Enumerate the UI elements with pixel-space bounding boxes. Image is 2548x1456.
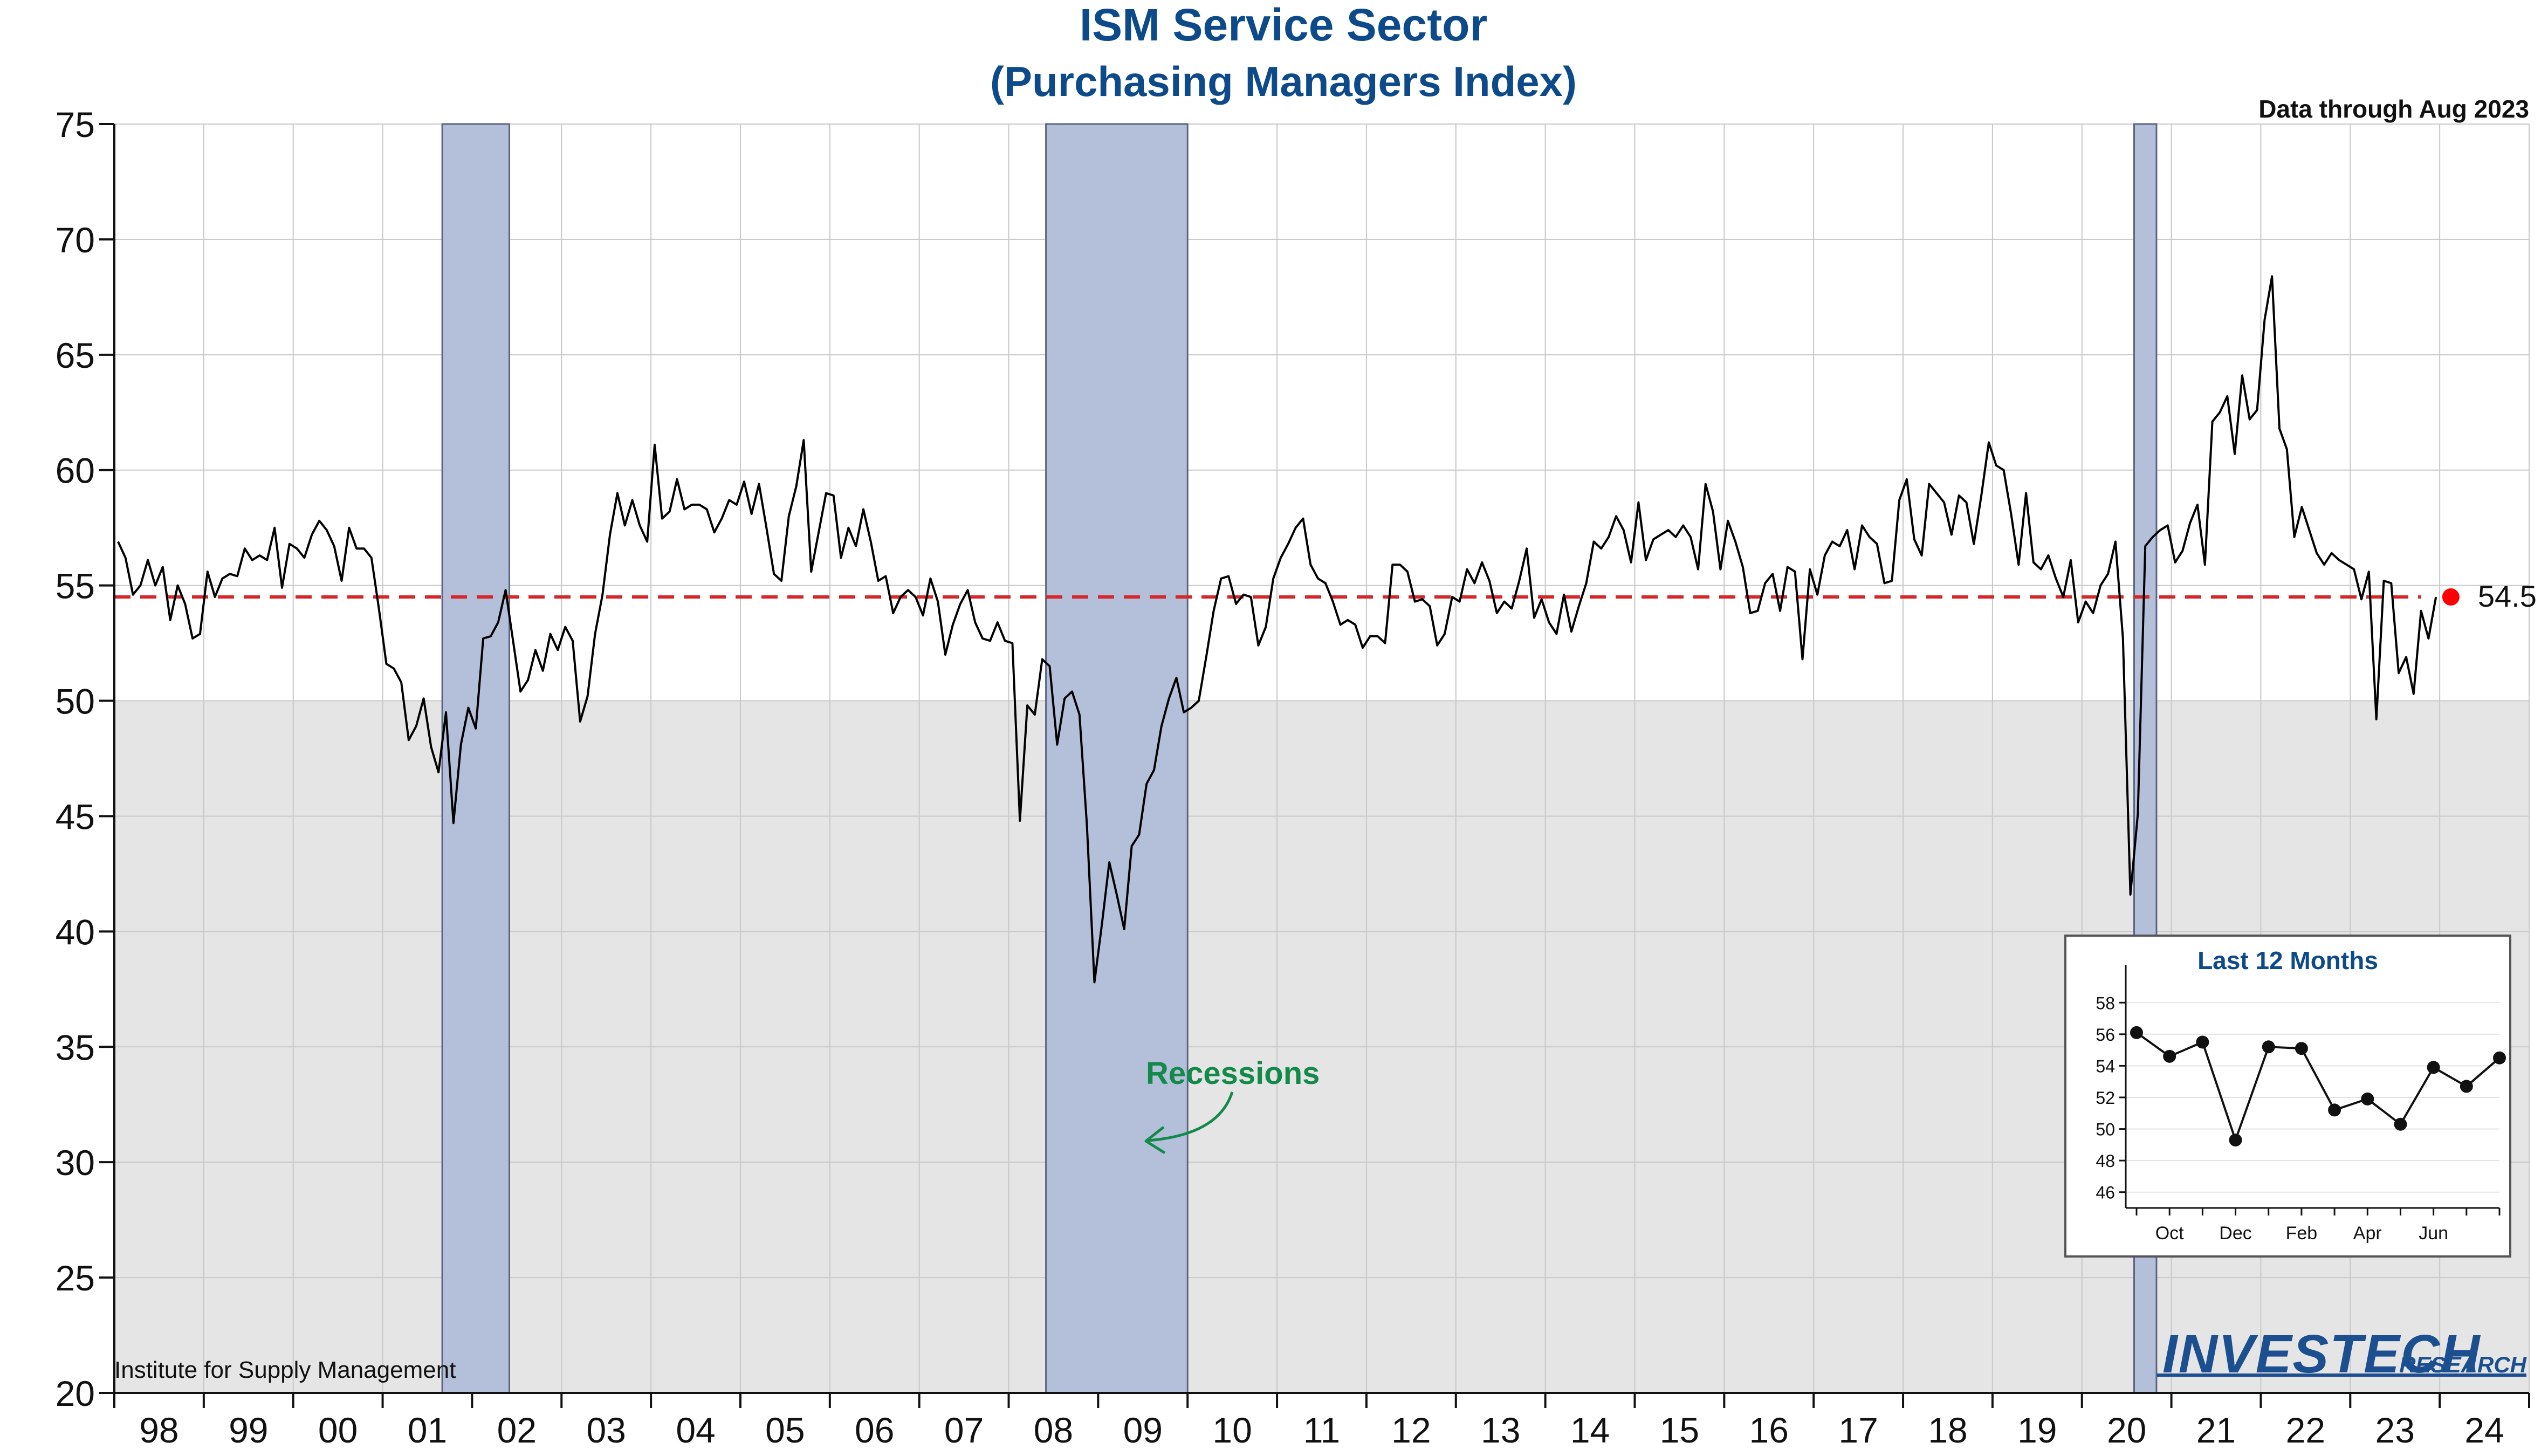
x-tick-label: 09 bbox=[1123, 1410, 1163, 1450]
last-point-marker bbox=[2442, 588, 2460, 606]
x-tick-label: 13 bbox=[1481, 1410, 1520, 1450]
inset-chart: Last 12 Months 46 48 50 52 54 56 58 Oct Dec Feb Apr… bbox=[2064, 935, 2511, 1258]
x-tick-label: 01 bbox=[408, 1410, 447, 1450]
data-through-note: Data through Aug 2023 bbox=[2258, 95, 2529, 123]
recession-band bbox=[1045, 123, 1189, 1394]
x-tick-label: 19 bbox=[2017, 1410, 2057, 1450]
x-tick-label: 00 bbox=[318, 1410, 358, 1450]
y-tick-label: 35 bbox=[56, 1027, 95, 1067]
inset-point bbox=[2493, 1051, 2506, 1064]
x-tick-label: 08 bbox=[1034, 1410, 1073, 1450]
inset-point bbox=[2163, 1049, 2176, 1063]
logo-subtext: RESEARCH bbox=[2399, 1352, 2527, 1377]
inset-point bbox=[2130, 1026, 2143, 1039]
inset-y-tick-label: 52 bbox=[2096, 1088, 2115, 1108]
x-tick-label: 15 bbox=[1660, 1410, 1699, 1450]
y-tick-label: 25 bbox=[56, 1258, 95, 1298]
inset-point bbox=[2361, 1092, 2374, 1105]
inset-y-tick-label: 48 bbox=[2096, 1151, 2115, 1171]
x-tick-label: 12 bbox=[1391, 1410, 1431, 1450]
x-tick-label: 07 bbox=[944, 1410, 984, 1450]
inset-y-tick-label: 56 bbox=[2096, 1025, 2115, 1045]
x-tick-label: 20 bbox=[2107, 1410, 2146, 1450]
y-tick-label: 60 bbox=[56, 451, 95, 491]
x-tick-label: 11 bbox=[1303, 1410, 1341, 1450]
inset-point bbox=[2460, 1080, 2473, 1093]
inset-point bbox=[2427, 1061, 2440, 1074]
x-tick-label: 02 bbox=[497, 1410, 537, 1450]
inset-point bbox=[2262, 1040, 2275, 1054]
x-tick-label: 14 bbox=[1570, 1410, 1610, 1450]
series-line-ism-services bbox=[117, 275, 2437, 984]
y-tick-label: 20 bbox=[56, 1373, 95, 1413]
y-tick-label: 70 bbox=[56, 220, 95, 260]
x-tick-label: 05 bbox=[765, 1410, 805, 1450]
x-tick-label: 04 bbox=[676, 1410, 715, 1450]
inset-point bbox=[2328, 1103, 2341, 1117]
y-tick-label: 45 bbox=[56, 796, 95, 836]
y-tick-label: 30 bbox=[56, 1143, 95, 1183]
x-tick-label: 17 bbox=[1838, 1410, 1878, 1450]
x-tick-label: 22 bbox=[2286, 1410, 2325, 1450]
x-tick-label: 24 bbox=[2464, 1410, 2504, 1450]
inset-title: Last 12 Months bbox=[2197, 946, 2378, 974]
x-tick-label: 98 bbox=[139, 1410, 178, 1450]
inset-point bbox=[2394, 1117, 2407, 1131]
recessions-annotation: Recessions bbox=[1146, 1056, 1320, 1091]
inset-y-tick-label: 46 bbox=[2096, 1183, 2115, 1203]
x-tick-label: 21 bbox=[2196, 1410, 2236, 1450]
recession-band bbox=[441, 123, 511, 1394]
x-tick-label: 16 bbox=[1749, 1410, 1789, 1450]
inset-x-tick-label: Feb bbox=[2286, 1223, 2318, 1244]
inset-y-tick-label: 58 bbox=[2096, 993, 2115, 1013]
x-tick-label: 10 bbox=[1212, 1410, 1252, 1450]
y-tick-label: 50 bbox=[56, 682, 95, 722]
y-tick-label: 65 bbox=[56, 335, 95, 375]
inset-y-tick-label: 50 bbox=[2096, 1120, 2115, 1139]
y-tick-label: 55 bbox=[56, 566, 95, 606]
axes-group: 20 25 30 35 40 45 50 55 60 65 70 75 98 99 00 01 02 03 04 05… bbox=[56, 105, 2530, 1450]
recession-bands bbox=[441, 123, 2158, 1394]
inset-point bbox=[2196, 1035, 2209, 1049]
inset-x-tick-label: Dec bbox=[2219, 1223, 2251, 1244]
y-tick-label: 40 bbox=[56, 912, 95, 952]
inset-x-tick-label: Apr bbox=[2353, 1223, 2382, 1244]
y-tick-label: 75 bbox=[56, 105, 95, 145]
inset-y-tick-label: 54 bbox=[2096, 1056, 2115, 1076]
inset-x-tick-label: Oct bbox=[2155, 1223, 2184, 1244]
last-value-label: 54.5 bbox=[2478, 579, 2537, 613]
x-tick-label: 23 bbox=[2375, 1410, 2415, 1450]
annotation-arrowhead bbox=[1144, 1126, 1166, 1155]
inset-frame bbox=[2064, 935, 2511, 1258]
annotation-group: Recessions bbox=[1144, 1056, 1320, 1155]
series-group: 54.5 bbox=[117, 275, 2537, 984]
inset-point bbox=[2295, 1042, 2308, 1055]
annotation-arrow bbox=[1147, 1091, 1234, 1142]
source-label: Institute for Supply Management bbox=[114, 1357, 456, 1383]
x-tick-label: 03 bbox=[586, 1410, 626, 1450]
chart-title: ISM Service Sector bbox=[1080, 0, 1487, 50]
inset-x-tick-label: Jun bbox=[2419, 1223, 2448, 1244]
inset-point bbox=[2229, 1134, 2242, 1147]
x-tick-label: 99 bbox=[229, 1410, 268, 1450]
x-tick-label: 18 bbox=[1928, 1410, 1967, 1450]
x-tick-label: 06 bbox=[855, 1410, 894, 1450]
chart-subtitle: (Purchasing Managers Index) bbox=[990, 58, 1577, 105]
